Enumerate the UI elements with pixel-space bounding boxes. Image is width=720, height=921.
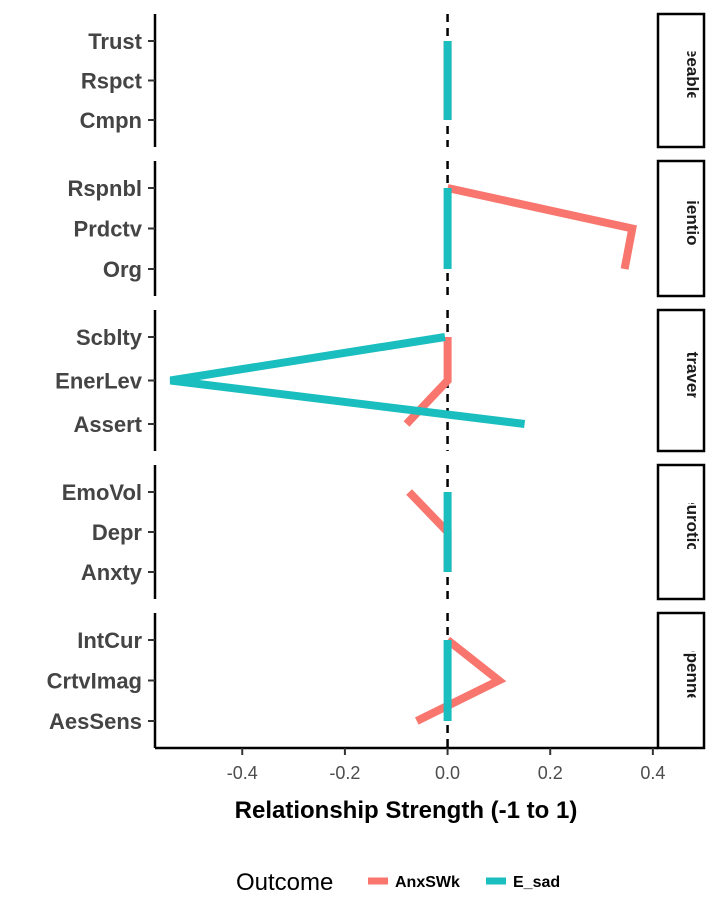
series-line-e-sad xyxy=(169,333,526,428)
facet-strip-label: greeablenes xyxy=(683,31,702,130)
facet-panel: Rspnbl Prdctv Org scientiousn xyxy=(67,159,706,298)
legend-title: Outcome xyxy=(236,869,333,896)
legend-label: AnxSWk xyxy=(395,874,460,891)
y-tick-label: Trust xyxy=(88,29,142,54)
series-line-anxswk xyxy=(415,636,507,725)
facet-strip-label: Extraversior xyxy=(683,331,702,431)
x-axis-title: Relationship Strength (-1 to 1) xyxy=(235,797,578,824)
facet-strip xyxy=(656,308,706,453)
x-tick-label: -0.2 xyxy=(329,763,360,783)
y-tick-label: Scblty xyxy=(76,325,143,350)
y-tick-label: EnerLev xyxy=(55,369,143,394)
y-tick-label: Org xyxy=(103,257,142,282)
y-tick-label: EmoVol xyxy=(62,480,142,505)
facet-strip xyxy=(656,463,706,601)
facet-panel: Trust Rspct Cmpn greeablenes xyxy=(80,12,706,149)
y-tick-label: Cmpn xyxy=(80,108,142,133)
facet-strip xyxy=(656,159,706,298)
x-axis: -0.4 -0.2 0.0 0.2 0.4 xyxy=(155,746,665,783)
legend-label: E_sad xyxy=(513,874,560,891)
panels-layer: Trust Rspct Cmpn greeablenes Rspnbl Prdctv Org… xyxy=(47,12,706,750)
y-tick-label: Assert xyxy=(74,412,143,437)
legend: Outcome AnxSWk E_sad xyxy=(236,869,560,896)
y-tick-label: Prdctv xyxy=(74,217,143,242)
facet-strip xyxy=(656,12,706,149)
y-tick-label: Anxty xyxy=(81,560,143,585)
x-tick-label: 0.4 xyxy=(640,763,665,783)
x-tick-label: -0.4 xyxy=(227,763,258,783)
x-tick-label: 0.0 xyxy=(435,763,460,783)
facet-panel: Scblty EnerLev Assert Extraversior xyxy=(55,308,706,453)
y-tick-label: Rspnbl xyxy=(67,176,142,201)
y-tick-label: AesSens xyxy=(49,709,142,734)
y-tick-label: IntCur xyxy=(77,628,142,653)
x-tick-label: 0.2 xyxy=(538,763,563,783)
y-tick-label: CrtvImag xyxy=(47,669,142,694)
y-tick-label: Depr xyxy=(92,520,143,545)
facet-strip xyxy=(656,611,706,750)
series-line-anxswk xyxy=(446,184,637,270)
series-line-anxswk xyxy=(406,489,452,572)
facet-strip-label: scientiousn xyxy=(683,181,702,275)
facet-panel: IntCur CrtvImag AesSens Openness xyxy=(47,611,706,750)
facet-panel: EmoVol Depr Anxty Neuroticism xyxy=(62,463,706,601)
facet-strip-label: Openness xyxy=(683,639,702,721)
facet-strip-label: Neuroticism xyxy=(683,483,702,581)
y-tick-label: Rspct xyxy=(81,69,143,94)
